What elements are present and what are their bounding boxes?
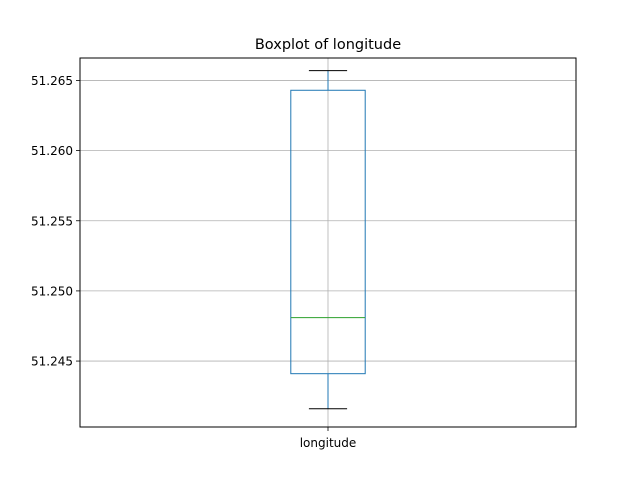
y-tick-label: 51.265 — [31, 74, 73, 88]
x-tick-label: longitude — [300, 436, 357, 450]
chart-title: Boxplot of longitude — [255, 37, 401, 53]
y-tick-label: 51.260 — [31, 144, 73, 158]
y-tick-label: 51.250 — [31, 284, 73, 298]
y-tick-label: 51.255 — [31, 214, 73, 228]
box-layer — [290, 70, 366, 410]
box-iqr — [290, 89, 366, 375]
axis-ticks: 51.245 51.250 51.255 51.260 51.265 longitude — [31, 74, 356, 450]
y-tick-label: 51.245 — [31, 355, 73, 369]
grid-lines — [80, 58, 576, 427]
